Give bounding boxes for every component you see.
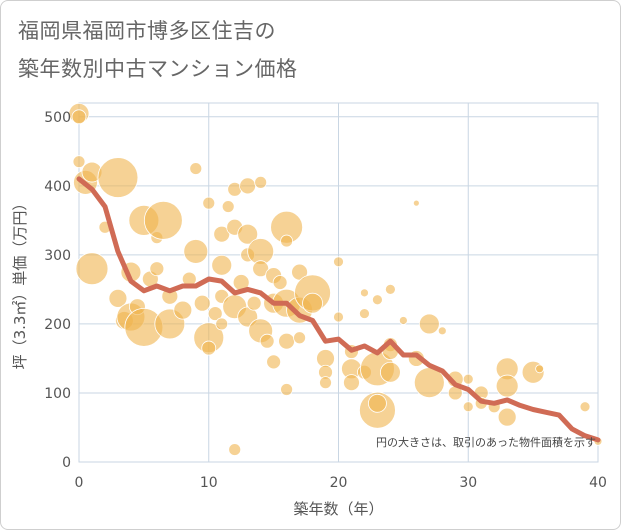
data-bubble — [280, 383, 294, 396]
data-bubble — [207, 306, 223, 321]
data-bubble — [173, 300, 193, 320]
data-bubble — [535, 364, 545, 374]
data-bubble — [302, 292, 323, 314]
data-bubble — [462, 401, 474, 413]
data-bubble — [259, 333, 275, 349]
data-bubble — [149, 261, 165, 277]
trend-line-group — [76, 176, 601, 443]
chart-title-line1: 福岡県福岡市博多区住吉の — [18, 19, 276, 43]
y-tick-label: 0 — [62, 455, 71, 471]
data-bubble — [71, 109, 87, 125]
data-bubble — [72, 155, 86, 169]
data-bubble — [462, 373, 474, 385]
data-bubble — [280, 234, 294, 248]
data-bubble — [254, 175, 268, 189]
data-bubble — [343, 374, 360, 392]
data-bubble — [75, 252, 109, 286]
data-bubble — [202, 196, 216, 210]
data-bubble — [193, 294, 211, 312]
data-bubble — [316, 349, 335, 368]
data-bubble — [379, 361, 401, 383]
x-tick-label: 40 — [589, 475, 607, 491]
data-bubble — [239, 177, 257, 195]
data-bubble — [372, 294, 383, 306]
data-bubble — [437, 326, 447, 336]
data-bubble — [360, 288, 369, 298]
x-tick-label: 20 — [330, 475, 348, 491]
x-tick-label: 0 — [75, 475, 84, 491]
data-bubble — [398, 316, 408, 325]
y-tick-label: 100 — [44, 386, 71, 402]
data-bubble — [368, 393, 387, 413]
data-bubble — [189, 162, 203, 175]
data-bubble — [266, 354, 282, 370]
bubble-series — [68, 102, 603, 456]
chart-title-line2: 築年数別中古マンション価格 — [18, 57, 298, 81]
data-bubble — [215, 317, 229, 331]
data-bubble — [143, 200, 183, 240]
data-bubble — [272, 275, 288, 290]
y-tick-label: 200 — [44, 317, 71, 333]
data-bubble — [418, 313, 440, 335]
data-bubble — [359, 308, 370, 319]
data-bubble — [579, 401, 591, 413]
data-bubble — [497, 407, 517, 427]
x-tick-label: 10 — [200, 475, 218, 491]
data-bubble — [237, 223, 259, 245]
y-tick-label: 400 — [44, 179, 71, 195]
data-bubble — [246, 295, 262, 311]
data-bubble — [97, 157, 139, 198]
data-bubble — [278, 332, 296, 350]
data-bubble — [412, 199, 420, 207]
data-bubble — [211, 254, 233, 276]
x-tick-label: 30 — [459, 475, 477, 491]
y-axis-label: 坪（3.3㎡）単価（万円） — [11, 196, 29, 370]
data-bubble — [213, 225, 231, 243]
data-bubble — [384, 284, 396, 295]
data-bubble — [201, 340, 217, 356]
data-bubble — [319, 376, 332, 390]
y-tick-label: 500 — [44, 110, 71, 126]
y-tick-label: 300 — [44, 248, 71, 264]
data-bubble — [183, 239, 209, 264]
data-bubble — [495, 374, 519, 398]
data-bubble — [228, 443, 242, 456]
data-bubble — [252, 260, 270, 278]
data-bubble — [293, 331, 306, 345]
data-bubble — [108, 288, 128, 308]
size-note: 円の大きさは、取引のあった物件面積を示す — [376, 435, 596, 449]
data-bubble — [221, 200, 235, 213]
x-axis-label: 築年数（年） — [293, 500, 383, 518]
data-bubble — [333, 256, 344, 268]
trend-line — [76, 176, 601, 443]
data-bubble — [333, 311, 344, 323]
